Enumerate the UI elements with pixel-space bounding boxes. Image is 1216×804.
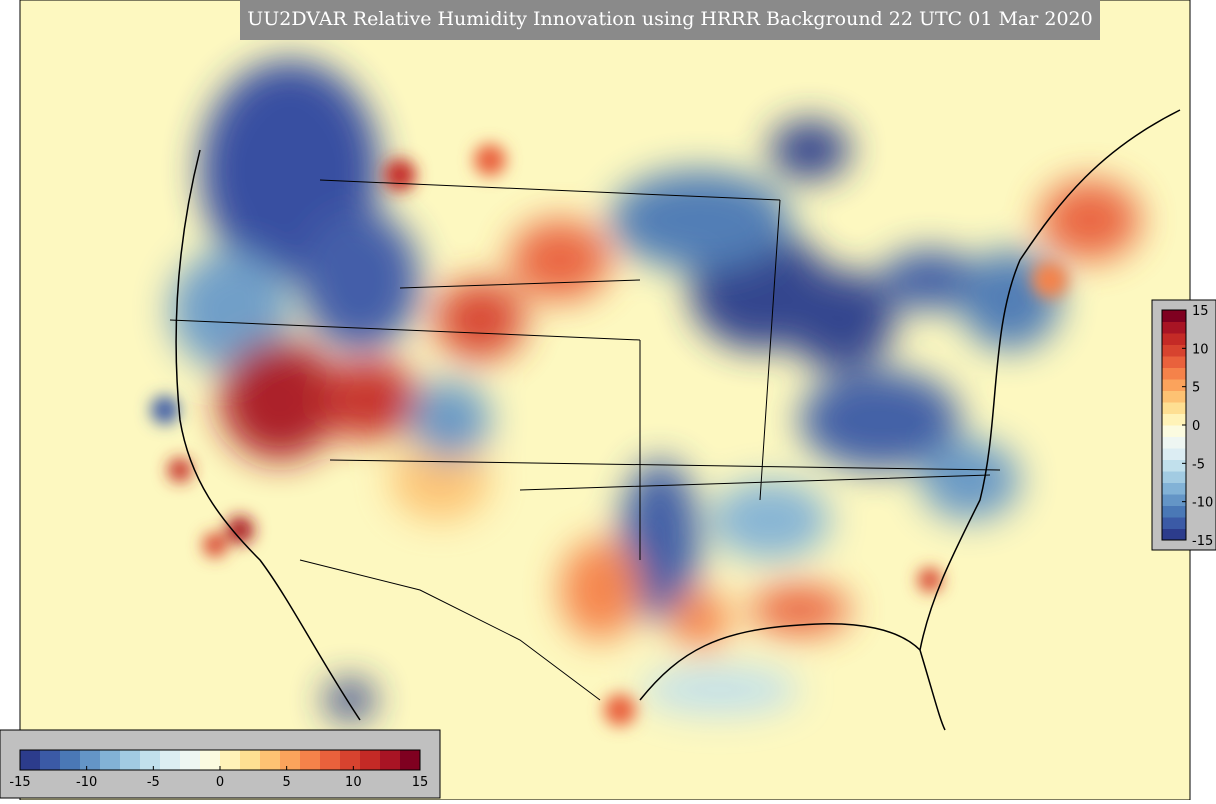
colorbar-swatch — [240, 750, 261, 770]
colorbar-swatch — [380, 750, 401, 770]
colorbar-tick-label: 5 — [1192, 381, 1200, 396]
colorbar-swatch — [1162, 390, 1186, 403]
colorbar-tick-label: 0 — [1192, 419, 1200, 434]
colorbar-swatch — [60, 750, 81, 770]
colorbar-swatch — [1162, 333, 1186, 345]
boundaries — [169, 109, 1181, 731]
colorbar-swatch — [320, 750, 341, 770]
colorbar-swatch — [300, 750, 321, 770]
colorbar-swatch — [180, 750, 201, 770]
colorbar-swatch — [280, 750, 301, 770]
colorbar-swatch — [1162, 356, 1186, 368]
colorbar-tick-label: -5 — [147, 775, 160, 790]
colorbar-swatch — [1162, 379, 1186, 391]
colorbar-tick-label: 0 — [216, 775, 224, 790]
colorbar-tick-label: -10 — [1192, 496, 1213, 511]
colorbar-swatch — [1162, 436, 1186, 449]
colorbar-swatch — [140, 750, 161, 770]
colorbar-swatch — [1162, 471, 1186, 483]
colorbar-tick-label: 10 — [1192, 342, 1209, 357]
colorbar-swatch — [1162, 505, 1186, 518]
colorbar-tick-label: 15 — [1192, 304, 1209, 319]
colorbar-swatch — [360, 750, 381, 770]
colorbar-swatch — [20, 750, 41, 770]
colorbar-swatch — [40, 750, 61, 770]
colorbar-swatch — [1162, 402, 1186, 414]
colorbar-swatch — [1162, 367, 1186, 380]
colorbar-tick-label: -15 — [1192, 534, 1213, 549]
colorbar-tick-label: -10 — [76, 775, 97, 790]
colorbar-swatch — [260, 750, 281, 770]
title: UU2DVAR Relative Humidity Innovation usi… — [247, 8, 1092, 30]
colorbar-swatch — [1162, 494, 1186, 506]
colorbar-tick-label: 10 — [345, 775, 362, 790]
colorbar-swatch — [220, 750, 241, 770]
colorbar-swatch — [1162, 517, 1186, 529]
colorbar-swatch — [200, 750, 221, 770]
colorbar-swatch — [1162, 448, 1186, 460]
colorbar-tick-label: 5 — [283, 775, 291, 790]
colorbar-swatch — [120, 750, 141, 770]
colorbar-swatch — [1162, 344, 1186, 357]
colorbar-swatch — [1162, 321, 1186, 334]
colorbar-tick-label: 15 — [412, 775, 429, 790]
title-box — [240, 0, 1100, 40]
colorbar-swatch — [160, 750, 181, 770]
colorbar-swatch — [1162, 459, 1186, 472]
colorbar-swatch — [1162, 413, 1186, 426]
colorbar-tick-label: -15 — [9, 775, 30, 790]
colorbar-swatch — [1162, 310, 1186, 322]
colorbar-swatch — [80, 750, 101, 770]
colorbar-swatch — [1162, 482, 1186, 495]
colorbar-tick-label: -5 — [1192, 457, 1205, 472]
map-field — [20, 0, 1190, 800]
colorbar-swatch — [1162, 528, 1186, 541]
colorbar-swatch — [100, 750, 121, 770]
colorbar-swatch — [1162, 425, 1186, 437]
colorbar-swatch — [340, 750, 361, 770]
colorbar-swatch — [400, 750, 421, 770]
